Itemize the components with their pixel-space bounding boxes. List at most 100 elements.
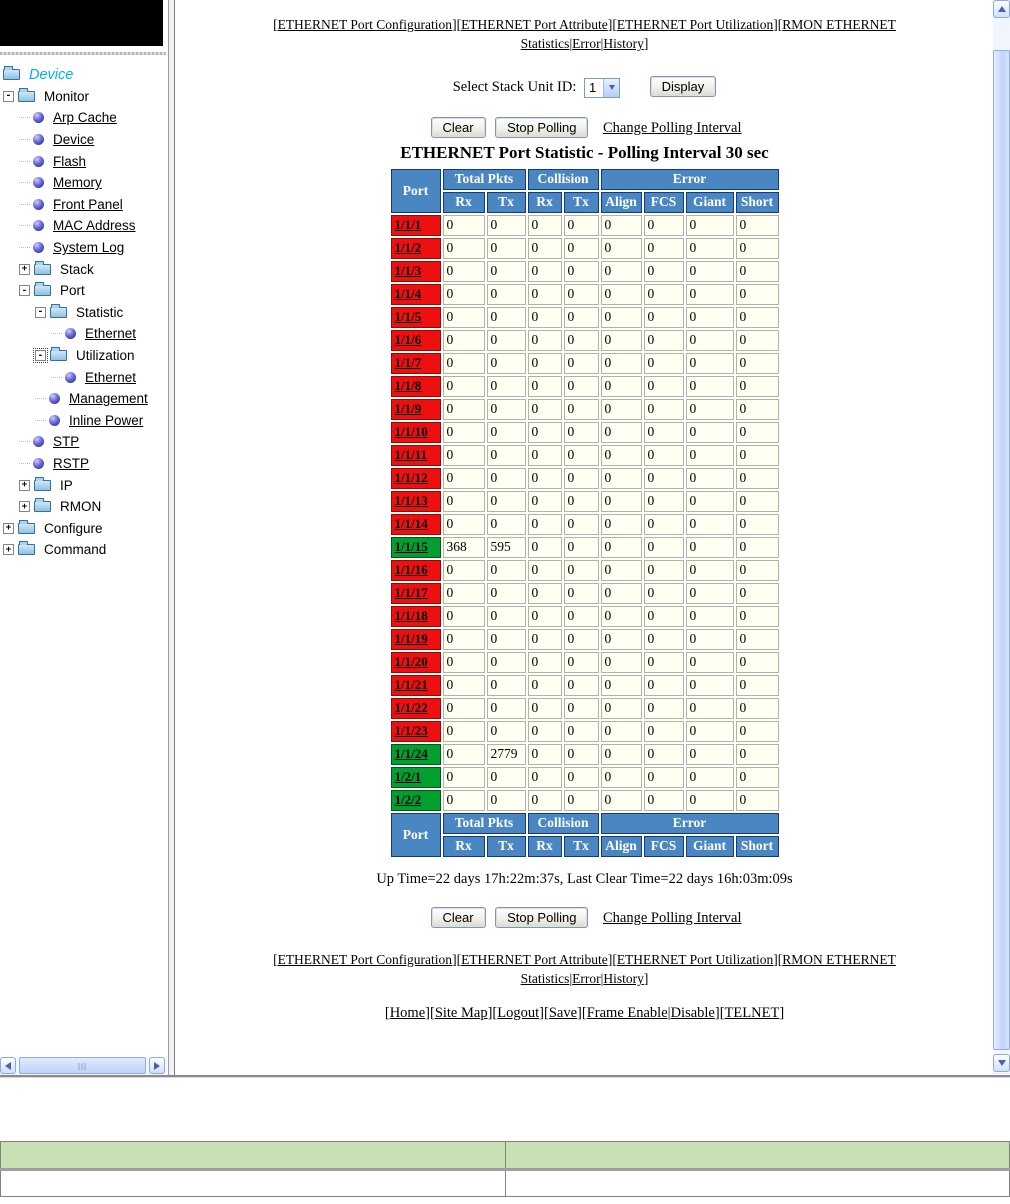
port-link-1-2-1[interactable]: 1/2/1 <box>394 769 422 785</box>
sidebar-item-label[interactable]: Ethernet <box>85 326 137 342</box>
sidebar-item-label[interactable]: Arp Cache <box>53 110 117 126</box>
expand-box-icon[interactable]: + <box>19 501 30 513</box>
clear-button-bottom[interactable]: Clear <box>430 906 486 928</box>
stat-cell: 0 <box>442 559 485 581</box>
port-link-1-1-23[interactable]: 1/1/23 <box>394 723 428 739</box>
sidebar-item-label[interactable]: Memory <box>53 175 102 191</box>
stop-polling-button[interactable]: Stop Polling <box>495 116 589 138</box>
stat-cell: 0 <box>600 536 642 558</box>
nav-link-home[interactable]: Home <box>389 1004 426 1021</box>
expand-box-icon[interactable]: + <box>19 263 30 275</box>
stat-cell: 0 <box>486 582 526 604</box>
collapse-box-icon[interactable]: - <box>19 285 30 297</box>
col-header-rx-0: Rx <box>442 191 485 213</box>
stop-polling-button-bottom[interactable]: Stop Polling <box>495 906 589 928</box>
port-link-1-1-7[interactable]: 1/1/7 <box>394 355 422 371</box>
port-link-1-1-20[interactable]: 1/1/20 <box>394 654 428 670</box>
scroll-up-arrow-icon[interactable] <box>993 0 1010 18</box>
page-scrollbar-thumb[interactable] <box>993 50 1010 1050</box>
port-link-1-1-17[interactable]: 1/1/17 <box>394 585 428 601</box>
sidebar-item-label[interactable]: Ethernet <box>85 369 137 385</box>
port-link-1-1-16[interactable]: 1/1/16 <box>394 562 428 578</box>
sidebar-item-stack: + Stack <box>0 258 166 280</box>
port-link-1-1-10[interactable]: 1/1/10 <box>394 424 428 440</box>
expand-box-icon[interactable]: + <box>3 544 14 556</box>
nav-link-history[interactable]: History <box>603 970 644 986</box>
tree-connector <box>19 182 30 184</box>
port-link-1-1-2[interactable]: 1/1/2 <box>394 240 422 256</box>
scroll-left-arrow-icon[interactable] <box>0 1057 16 1074</box>
folder-icon <box>34 498 51 513</box>
port-link-1-1-18[interactable]: 1/1/18 <box>394 608 428 624</box>
port-link-1-1-12[interactable]: 1/1/12 <box>394 470 428 486</box>
sidebar-item-label[interactable]: Inline Power <box>69 412 144 428</box>
nav-link-site-map[interactable]: Site Map <box>434 1004 488 1021</box>
port-link-1-1-1[interactable]: 1/1/1 <box>394 217 422 233</box>
port-link-1-1-22[interactable]: 1/1/22 <box>394 700 428 716</box>
nav-link-ethernet-port-configuration[interactable]: ETHERNET Port Configuration <box>277 951 453 967</box>
scroll-down-arrow-icon[interactable] <box>993 1054 1010 1072</box>
sidebar-item-label[interactable]: RSTP <box>53 455 90 471</box>
nav-link-ethernet-port-attribute[interactable]: ETHERNET Port Attribute <box>461 951 608 967</box>
stat-cell: 0 <box>685 582 734 604</box>
col-group-total-pkts: Total Pkts <box>442 812 526 834</box>
nav-link-telnet[interactable]: TELNET <box>724 1004 780 1021</box>
nav-link-error[interactable]: Error <box>572 36 601 51</box>
tree-connector <box>51 333 62 335</box>
sidebar-item-label[interactable]: System Log <box>53 240 125 256</box>
stat-cell: 0 <box>643 375 684 397</box>
port-link-1-2-2[interactable]: 1/2/2 <box>394 792 422 808</box>
change-polling-interval-link-bottom[interactable]: Change Polling Interval <box>602 909 742 926</box>
port-link-1-1-8[interactable]: 1/1/8 <box>394 378 422 394</box>
expand-box-icon[interactable]: + <box>19 479 30 491</box>
stat-cell: 0 <box>527 536 562 558</box>
frame-divider[interactable] <box>168 0 175 1077</box>
port-link-1-1-11[interactable]: 1/1/11 <box>394 447 428 463</box>
sidebar-item-label[interactable]: STP <box>53 434 80 450</box>
nav-link-ethernet-port-attribute[interactable]: ETHERNET Port Attribute <box>461 17 608 32</box>
sidebar-item-label[interactable]: MAC Address <box>53 218 136 234</box>
port-link-1-1-6[interactable]: 1/1/6 <box>394 332 422 348</box>
port-link-1-1-13[interactable]: 1/1/13 <box>394 493 428 509</box>
nav-link-rmon-ethernet-statistics[interactable]: RMON ETHERNET Statistics <box>520 951 896 986</box>
nav-link-logout[interactable]: Logout <box>497 1004 540 1021</box>
port-link-1-1-21[interactable]: 1/1/21 <box>394 677 428 693</box>
col-header-rx-2: Rx <box>527 835 562 857</box>
nav-link-frame-enable[interactable]: Frame Enable <box>586 1004 668 1021</box>
page-vertical-scrollbar[interactable] <box>993 0 1010 1075</box>
expand-box-icon[interactable]: + <box>3 522 14 534</box>
stack-unit-select[interactable]: 1 <box>584 77 620 98</box>
port-link-1-1-24[interactable]: 1/1/24 <box>394 746 428 762</box>
sidebar-scrollbar-thumb[interactable] <box>19 1057 146 1074</box>
nav-link-ethernet-port-configuration[interactable]: ETHERNET Port Configuration <box>277 17 453 32</box>
nav-link-rmon-ethernet-statistics[interactable]: RMON ETHERNET Statistics <box>520 17 896 51</box>
port-link-1-1-4[interactable]: 1/1/4 <box>394 286 422 302</box>
change-polling-interval-link[interactable]: Change Polling Interval <box>602 119 742 136</box>
collapse-box-icon[interactable]: - <box>35 306 46 318</box>
display-button[interactable]: Display <box>649 76 717 97</box>
sidebar-item-label[interactable]: Device <box>53 132 95 148</box>
nav-link-ethernet-port-utilization[interactable]: ETHERNET Port Utilization <box>616 17 774 32</box>
nav-link-history[interactable]: History <box>603 36 644 51</box>
port-link-1-1-5[interactable]: 1/1/5 <box>394 309 422 325</box>
nav-link-save[interactable]: Save <box>548 1004 578 1021</box>
port-link-1-1-3[interactable]: 1/1/3 <box>394 263 422 279</box>
sidebar-item-statistic: - Statistic <box>0 302 166 324</box>
collapse-box-icon[interactable]: - <box>3 90 14 102</box>
nav-link-ethernet-port-utilization[interactable]: ETHERNET Port Utilization <box>616 951 774 967</box>
port-link-1-1-9[interactable]: 1/1/9 <box>394 401 422 417</box>
collapse-box-icon[interactable]: - <box>33 348 48 364</box>
stat-cell: 0 <box>563 306 599 328</box>
sidebar-horizontal-scrollbar[interactable] <box>0 1057 167 1075</box>
clear-button[interactable]: Clear <box>430 116 486 138</box>
sidebar-item-label[interactable]: Management <box>69 391 148 407</box>
nav-link-error[interactable]: Error <box>572 970 601 986</box>
nav-link-disable[interactable]: Disable <box>670 1004 715 1021</box>
scroll-right-arrow-icon[interactable] <box>149 1057 165 1074</box>
port-link-1-1-15[interactable]: 1/1/15 <box>394 539 428 555</box>
sidebar-item-label[interactable]: Front Panel <box>53 196 123 212</box>
chevron-down-icon[interactable] <box>603 78 619 97</box>
sidebar-item-label[interactable]: Flash <box>53 153 87 169</box>
port-link-1-1-19[interactable]: 1/1/19 <box>394 631 428 647</box>
port-link-1-1-14[interactable]: 1/1/14 <box>394 516 428 532</box>
